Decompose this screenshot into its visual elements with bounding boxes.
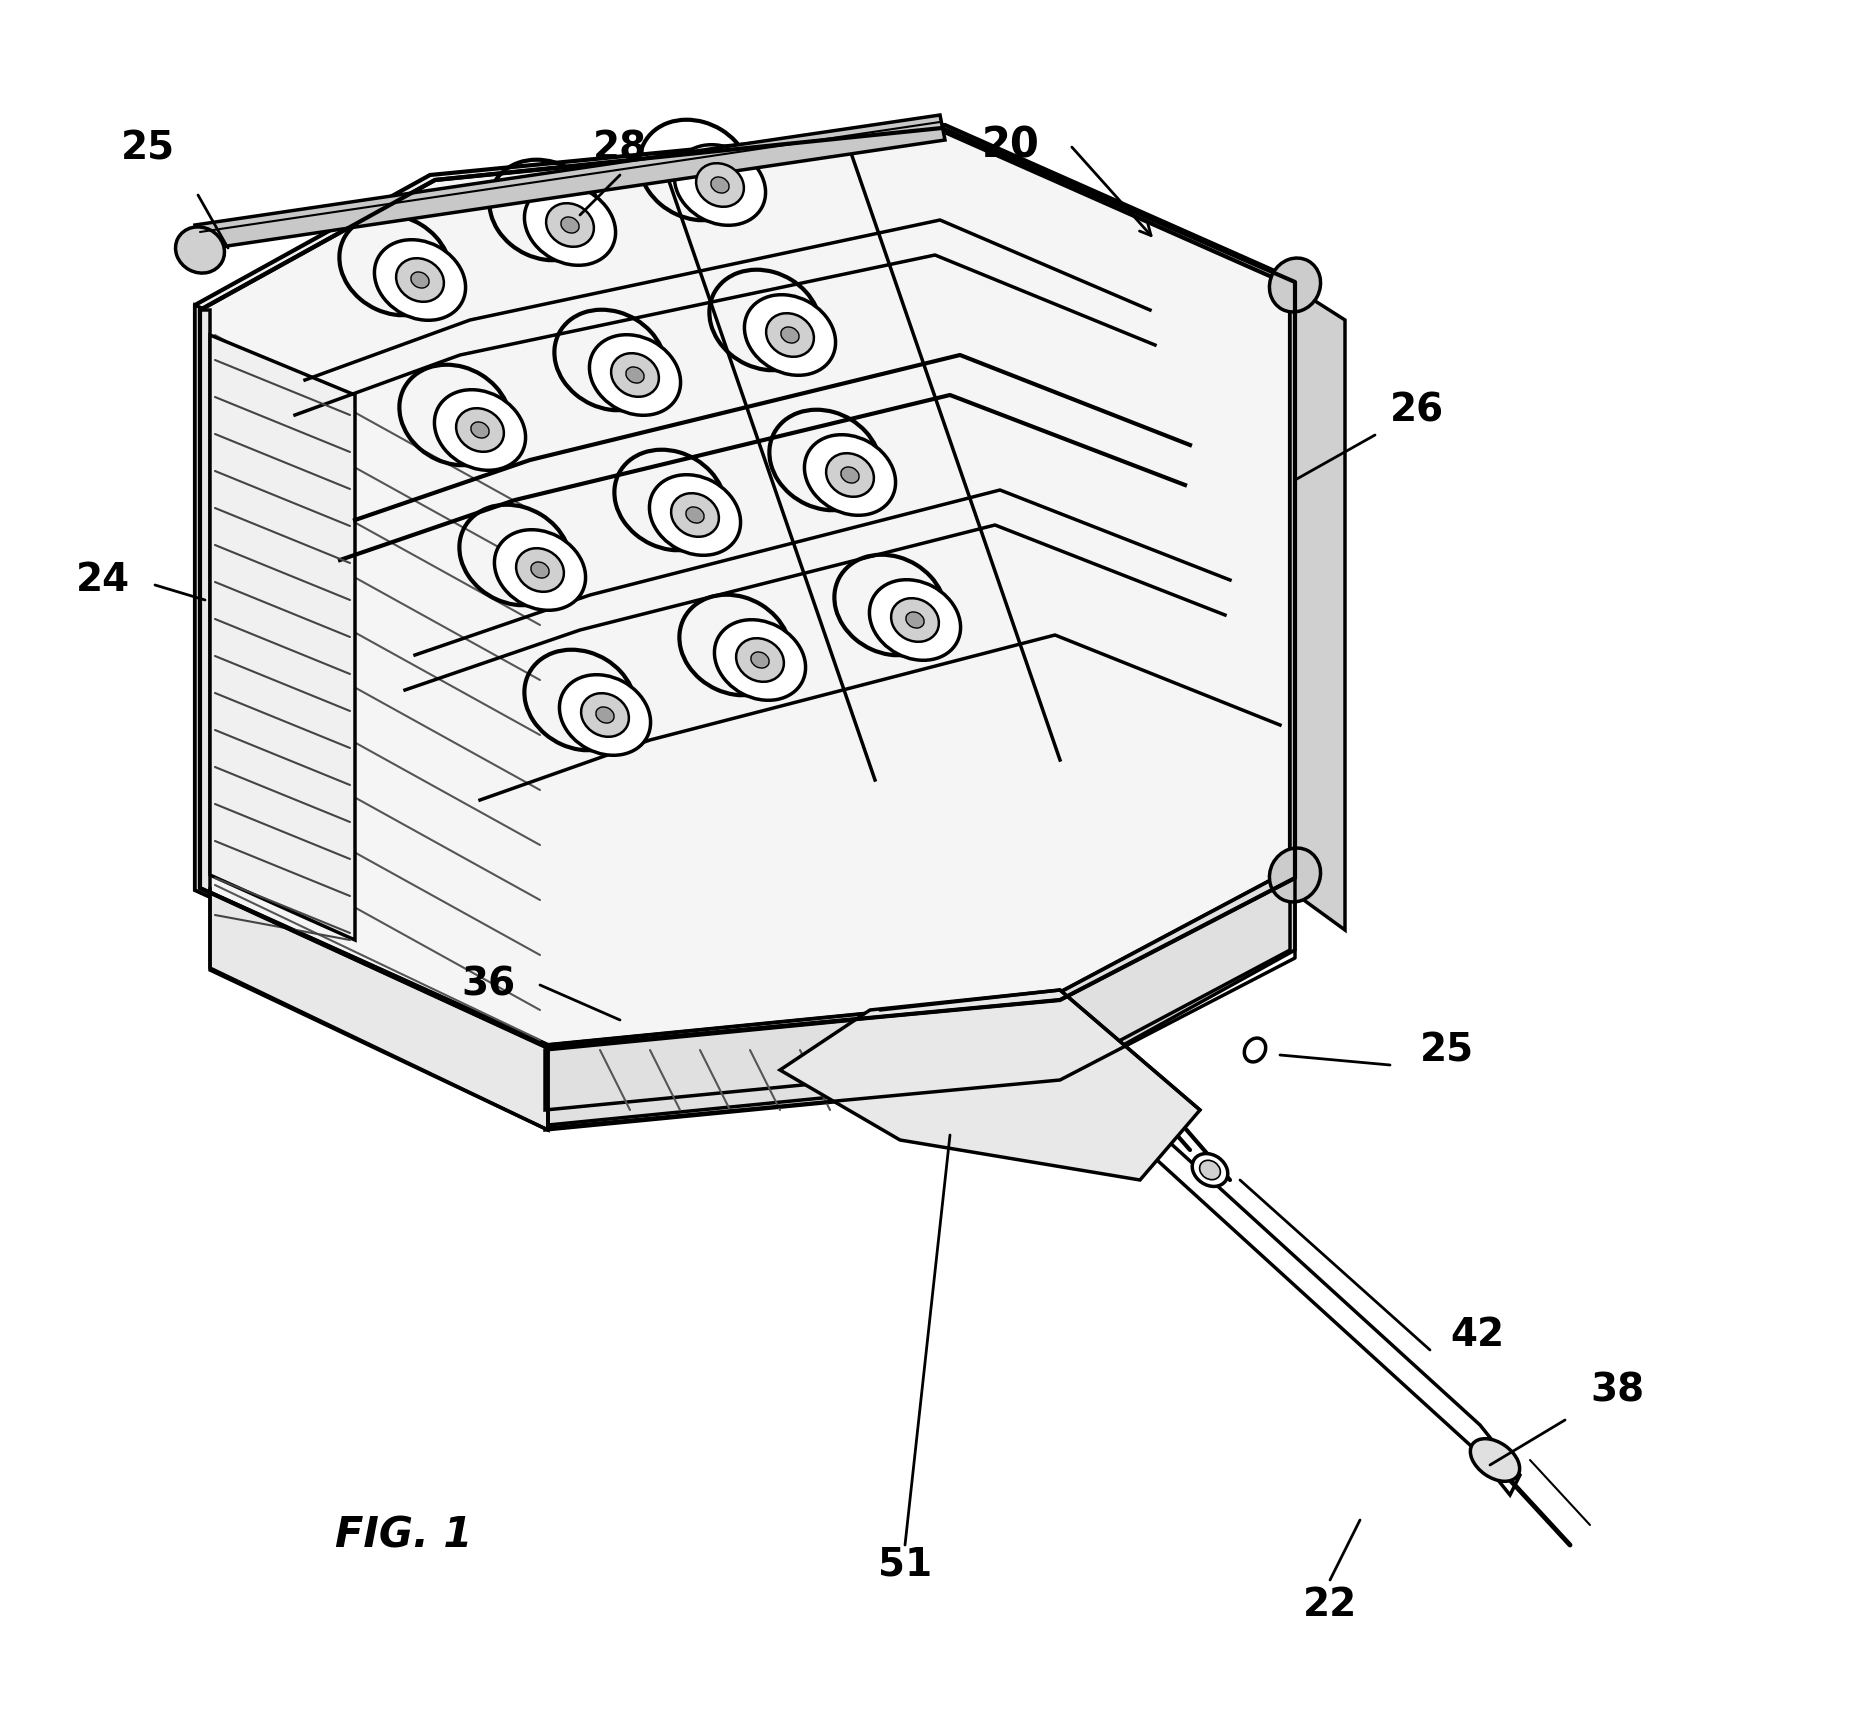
Ellipse shape xyxy=(890,599,939,642)
Ellipse shape xyxy=(531,561,549,578)
Text: 20: 20 xyxy=(981,124,1041,166)
Ellipse shape xyxy=(766,314,814,357)
Ellipse shape xyxy=(751,652,770,668)
Text: 26: 26 xyxy=(1389,391,1445,429)
Ellipse shape xyxy=(1471,1438,1519,1481)
Text: 38: 38 xyxy=(1590,1371,1644,1409)
Ellipse shape xyxy=(581,693,629,736)
Text: 51: 51 xyxy=(877,1546,931,1584)
Ellipse shape xyxy=(560,216,579,233)
Ellipse shape xyxy=(595,707,614,722)
Ellipse shape xyxy=(710,177,729,194)
Polygon shape xyxy=(1289,285,1345,930)
Ellipse shape xyxy=(375,240,466,321)
Ellipse shape xyxy=(434,390,525,470)
Ellipse shape xyxy=(781,328,800,343)
Ellipse shape xyxy=(1269,848,1321,903)
Ellipse shape xyxy=(560,674,651,755)
Polygon shape xyxy=(545,1000,1059,1110)
Text: 22: 22 xyxy=(1302,1586,1358,1623)
Ellipse shape xyxy=(610,353,659,396)
Polygon shape xyxy=(195,305,566,1050)
Text: 25: 25 xyxy=(121,129,174,166)
Ellipse shape xyxy=(686,506,705,523)
Ellipse shape xyxy=(456,408,505,451)
Polygon shape xyxy=(195,125,1295,1050)
Ellipse shape xyxy=(471,422,490,438)
Ellipse shape xyxy=(1269,257,1321,312)
Ellipse shape xyxy=(840,467,859,484)
Ellipse shape xyxy=(1193,1153,1228,1186)
Polygon shape xyxy=(545,870,1295,1131)
Text: FIG. 1: FIG. 1 xyxy=(336,1514,473,1556)
Ellipse shape xyxy=(1245,1038,1265,1062)
Ellipse shape xyxy=(744,295,835,376)
Ellipse shape xyxy=(905,613,924,628)
Ellipse shape xyxy=(672,492,720,537)
Ellipse shape xyxy=(696,163,744,208)
Ellipse shape xyxy=(516,547,564,592)
Ellipse shape xyxy=(870,580,961,661)
Text: 24: 24 xyxy=(76,561,130,599)
Text: 25: 25 xyxy=(1419,1031,1475,1069)
Ellipse shape xyxy=(176,227,224,273)
Polygon shape xyxy=(779,990,1200,1181)
Text: 28: 28 xyxy=(594,129,647,166)
Polygon shape xyxy=(195,115,944,251)
Polygon shape xyxy=(200,130,1289,1045)
Ellipse shape xyxy=(495,530,586,611)
Ellipse shape xyxy=(397,257,443,302)
Ellipse shape xyxy=(675,144,766,225)
Polygon shape xyxy=(200,311,547,1131)
Ellipse shape xyxy=(1200,1160,1221,1179)
Ellipse shape xyxy=(525,185,616,266)
Polygon shape xyxy=(210,335,354,940)
Ellipse shape xyxy=(649,475,740,556)
Ellipse shape xyxy=(736,638,785,681)
Ellipse shape xyxy=(625,367,644,383)
Ellipse shape xyxy=(590,335,681,415)
Ellipse shape xyxy=(412,271,429,288)
Ellipse shape xyxy=(714,619,805,700)
Text: 36: 36 xyxy=(460,966,516,1004)
Ellipse shape xyxy=(545,202,594,247)
Ellipse shape xyxy=(805,434,896,515)
Polygon shape xyxy=(547,870,1289,1126)
Ellipse shape xyxy=(825,453,874,498)
Polygon shape xyxy=(1135,1121,1519,1495)
Text: 42: 42 xyxy=(1451,1316,1504,1354)
